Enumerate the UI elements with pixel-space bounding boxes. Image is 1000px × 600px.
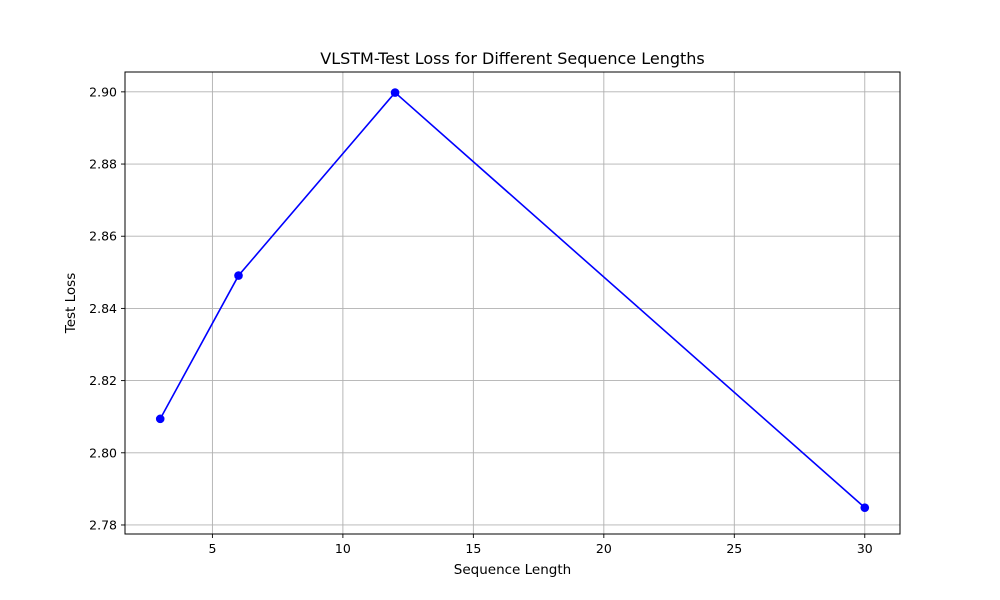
x-tick-label: 30 <box>857 541 873 556</box>
x-axis-label: Sequence Length <box>454 562 571 578</box>
chart-title: VLSTM-Test Loss for Different Sequence L… <box>320 49 705 68</box>
y-tick-label: 2.80 <box>89 445 117 460</box>
x-tick-label: 15 <box>465 541 481 556</box>
data-point <box>390 88 400 97</box>
data-point <box>155 414 165 424</box>
series-line <box>159 91 866 509</box>
x-tick-label: 20 <box>596 541 612 556</box>
y-tick-label: 2.88 <box>89 157 117 172</box>
y-tick-label: 2.78 <box>89 517 117 532</box>
x-tick-label: 5 <box>208 541 216 556</box>
y-tick-label: 2.82 <box>89 373 117 388</box>
y-tick-label: 2.86 <box>89 229 117 244</box>
axis-ticks: 5 10 15 20 25 30 2.78 2.80 2.82 2.84 2.86 2.88 2.90 <box>89 84 873 556</box>
y-axis-label: Test Loss <box>63 273 79 335</box>
data-point <box>860 503 870 512</box>
y-tick-label: 2.90 <box>89 84 117 99</box>
x-tick-label: 25 <box>726 541 742 556</box>
y-tick-label: 2.84 <box>89 301 117 316</box>
grid-lines <box>125 72 900 534</box>
x-tick-label: 10 <box>335 541 351 556</box>
plot-area-frame <box>124 71 901 535</box>
series-layer <box>155 88 870 512</box>
data-point <box>234 271 243 280</box>
